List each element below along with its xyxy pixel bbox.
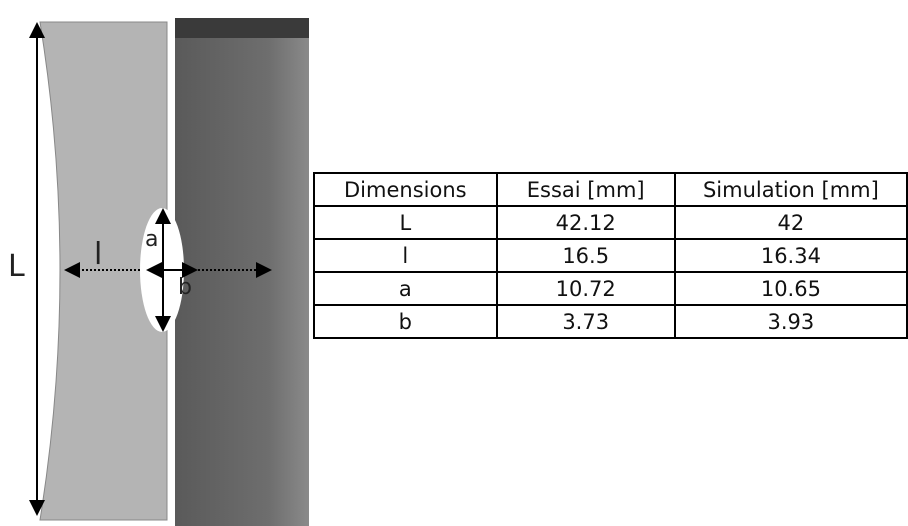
- label: L: [8, 249, 25, 284]
- row: b 3.73 3.93: [313, 304, 908, 339]
- cell: L: [313, 205, 498, 240]
- label: a: [145, 227, 158, 252]
- header-cell: Essai [mm]: [495, 172, 676, 207]
- header-cell: Dimensions: [313, 172, 498, 207]
- cell: 10.72: [495, 271, 676, 306]
- cell: a: [313, 271, 498, 306]
- label: l: [94, 237, 102, 272]
- cell: b: [313, 304, 498, 339]
- header-cell: Simulation [mm]: [673, 172, 908, 207]
- header-row: Dimensions Essai [mm] Simulation [mm]: [313, 172, 908, 207]
- cell: 3.73: [495, 304, 676, 339]
- cell: 16.34: [673, 238, 908, 273]
- photo-edge: [175, 18, 309, 38]
- cell: 3.93: [673, 304, 908, 339]
- label: b: [178, 275, 192, 300]
- row: l 16.5 16.34: [313, 238, 908, 273]
- row: L 42.12 42: [313, 205, 908, 240]
- dimensions-table: Dimensions Essai [mm] Simulation [mm] L 42.1…: [313, 172, 908, 339]
- row: a 10.72 10.65: [313, 271, 908, 306]
- specimen-figure: L l a b: [8, 18, 309, 526]
- cell: l: [313, 238, 498, 273]
- cell: 42.12: [495, 205, 676, 240]
- cell: 42: [673, 205, 908, 240]
- cell: 16.5: [495, 238, 676, 273]
- photo: [175, 18, 309, 526]
- cell: 10.65: [673, 271, 908, 306]
